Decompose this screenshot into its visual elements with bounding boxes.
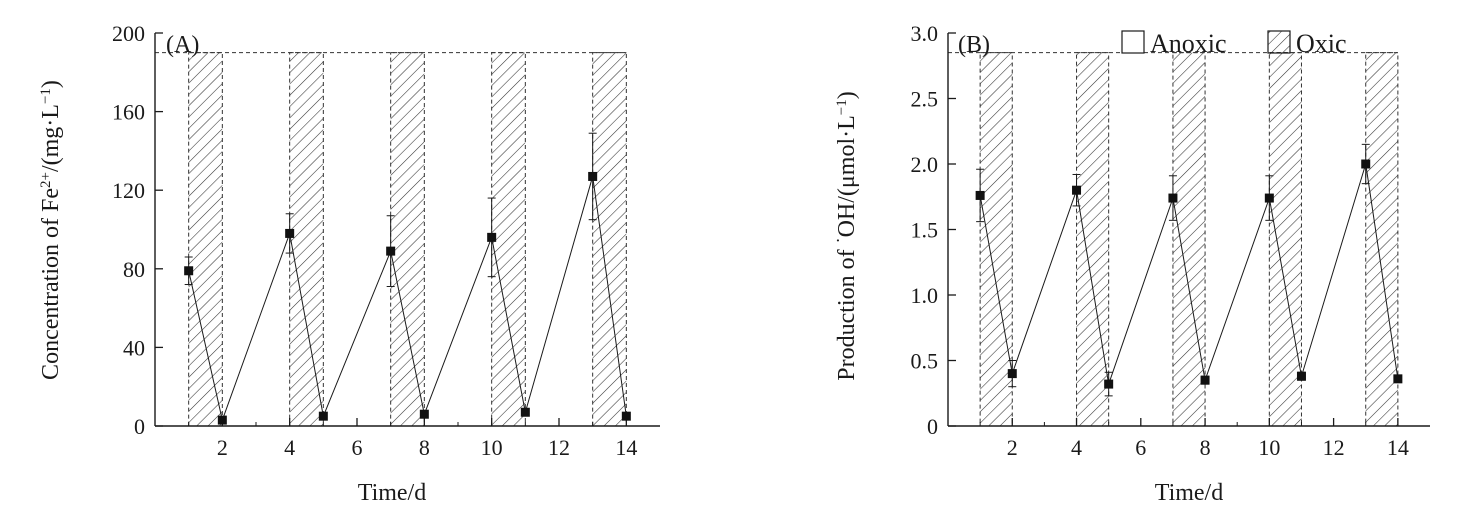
panel-a-data-point (621, 411, 631, 421)
legend-oxic-swatch (1267, 30, 1291, 54)
panel-a-series-line (188, 176, 627, 422)
legend-anoxic-label: Anoxic (1150, 29, 1227, 58)
panel-b-x-tick-label: 6 (1135, 435, 1146, 460)
panel-b-oxic-band (979, 52, 1013, 427)
panel-a-data-point (487, 232, 497, 242)
panel-a-label: (A) (166, 32, 199, 58)
panel-b-x-tick-label: 4 (1071, 435, 1082, 460)
panel-a-data-point (520, 407, 530, 417)
panel-a-x-tick-label: 4 (284, 435, 295, 460)
panel-a-x-tick-label: 2 (217, 435, 228, 460)
panel-b-x-tick-label: 8 (1200, 435, 1211, 460)
panel-b-data-point (1264, 193, 1274, 203)
panel-b-data-point (1200, 375, 1210, 385)
panel-b-data-point (975, 190, 985, 200)
panel-a-y-tick-label: 160 (112, 100, 145, 125)
panel-b-y-tick-label: 2.5 (911, 87, 939, 112)
panel-b-data-point (1104, 379, 1114, 389)
panel-b-oxic-band (1172, 52, 1206, 427)
panel-a-xlabel: Time/d (358, 480, 426, 506)
panel-a-x-tick-label: 6 (352, 435, 363, 460)
panel-b-x-tick-label: 10 (1258, 435, 1280, 460)
panel-a-data-point (419, 409, 429, 419)
panel-b-data-point (1296, 371, 1306, 381)
panel-b-data-point (1007, 369, 1017, 379)
panel-b-oxic-band (1076, 52, 1110, 427)
panel-b-data-point (1361, 159, 1371, 169)
panel-b-y-tick-label: 0.5 (911, 349, 939, 374)
panel-b-y-tick-label: 1.0 (911, 283, 939, 308)
panel-a-y-tick-label: 40 (123, 335, 145, 360)
panel-a-ylabel: Concentration of Fe2+/(mg·L−1) (38, 80, 64, 380)
panel-a-oxic-band (390, 52, 425, 427)
panel-b-y-tick-label: 0 (927, 414, 938, 439)
legend: Anoxic Oxic (1121, 29, 1347, 58)
panel-a-oxic-band (188, 52, 223, 427)
panel-a-x-tick-label: 14 (615, 435, 637, 460)
legend-anoxic-swatch (1121, 30, 1145, 54)
panel-a-x-tick-label: 12 (548, 435, 570, 460)
panel-a-data-point (184, 266, 194, 276)
panel-b-x-tick-label: 14 (1387, 435, 1409, 460)
panel-a-y-tick-label: 120 (112, 178, 145, 203)
panel-a-data-point (386, 246, 396, 256)
panel-b-x-tick-label: 12 (1323, 435, 1345, 460)
panel-a-data-point (285, 228, 295, 238)
panel-a: 0 40 80 120 160 200 2 4 6 8 10 12 14 (A) Time/d Conc… (38, 21, 660, 506)
panel-a-y-tick-label: 0 (134, 414, 145, 439)
panel-b-xlabel: Time/d (1155, 480, 1223, 506)
panel-b: 0 0.5 1.0 1.5 2.0 2.5 3.0 2 4 6 8 10 12 14 (B) Time/d… (828, 21, 1430, 506)
panel-b-data-point (1393, 374, 1403, 384)
panel-b-ylabel: Production of ·OH/(μmol·L−1) (828, 91, 860, 380)
panel-a-oxic-band (289, 52, 324, 427)
panel-a-data-point (588, 171, 598, 181)
panel-a-x-tick-label: 8 (419, 435, 430, 460)
panel-a-y-tick-label: 80 (123, 257, 145, 282)
panel-a-data-point (318, 411, 328, 421)
panel-b-data-point (1168, 193, 1178, 203)
panel-a-y-tick-label: 200 (112, 21, 145, 46)
panel-b-y-tick-label: 2.0 (911, 152, 939, 177)
panel-a-oxic-band (491, 52, 526, 427)
panel-a-oxic-band (592, 52, 627, 427)
panel-b-label: (B) (958, 32, 990, 58)
panel-a-x-tick-label: 10 (481, 435, 503, 460)
panel-b-series-line (979, 163, 1399, 385)
panel-b-oxic-band (1365, 52, 1399, 427)
panel-b-y-tick-label: 1.5 (911, 218, 939, 243)
legend-oxic-label: Oxic (1296, 29, 1347, 58)
panel-b-data-point (1072, 185, 1082, 195)
panel-b-x-tick-label: 2 (1007, 435, 1018, 460)
panel-b-oxic-band (1268, 52, 1302, 427)
panel-b-y-tick-label: 3.0 (911, 21, 939, 46)
panel-a-data-point (217, 415, 227, 425)
